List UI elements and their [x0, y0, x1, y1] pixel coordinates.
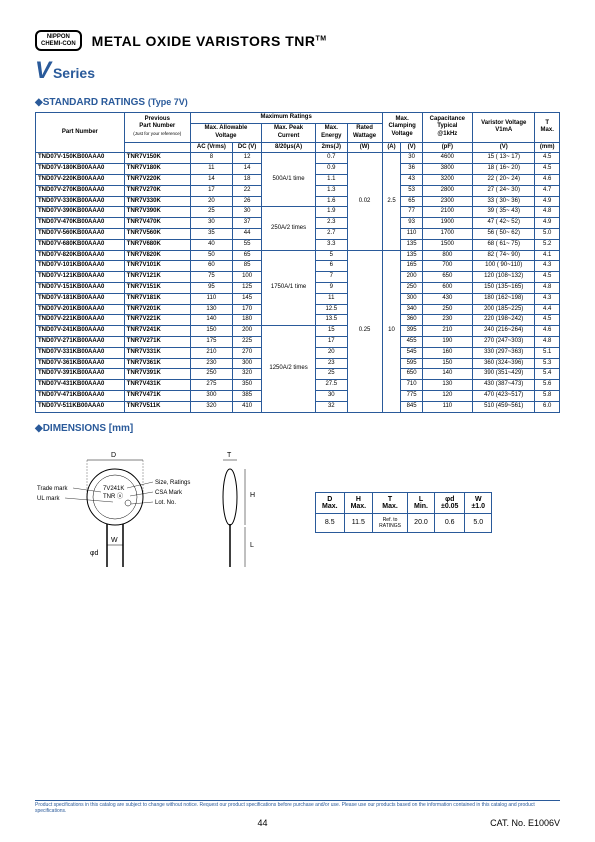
disclaimer: Product specifications in this catalog a… — [35, 800, 560, 814]
ratings-tbody: TND07V-150KB00AAA0TNR7V150K812500A/1 tim… — [36, 153, 560, 412]
svg-text:CSA Mark: CSA Mark — [155, 490, 183, 496]
logo-line1: NIPPON — [41, 34, 76, 41]
table-row: TND07V-150KB00AAA0TNR7V150K812500A/1 tim… — [36, 153, 560, 164]
main-title: METAL OXIDE VARISTORS TNRTM — [92, 33, 327, 49]
company-logo: NIPPON CHEMI-CON — [35, 30, 82, 51]
prev-note: (Just for your reference) — [133, 131, 181, 136]
ratings-label: ◆STANDARD RATINGS — [35, 97, 145, 108]
col-w: (W) — [347, 142, 382, 153]
dim-t-v: Ref. to RATINGS — [373, 513, 408, 532]
col-max-ratings: Maximum Ratings — [190, 113, 382, 124]
dim-h-v: 11.5 — [344, 513, 373, 532]
page-footer: Product specifications in this catalog a… — [35, 800, 560, 828]
col-prev: Previous Part Number (Just for your refe… — [124, 113, 190, 142]
col-var: Varistor Voltage V1mA — [472, 113, 535, 142]
series-text: Series — [53, 65, 95, 81]
prev-label: Previous Part Number — [139, 116, 175, 130]
dim-t: T Max. — [373, 492, 408, 513]
dim-d-v: 8.5 — [316, 513, 345, 532]
dim-phi: φd ±0.05 — [434, 492, 464, 513]
table-row: TND07V-241KB00AAA0TNR7V241K1502001250A/2… — [36, 326, 560, 337]
diagram-svg: 7V241K TNR ⓤ D W φd Trade mark UL mark S… — [35, 442, 295, 592]
svg-text:D: D — [111, 452, 116, 459]
table-row: TND07V-390KB00AAA0TNR7V390K2530250A/2 ti… — [36, 207, 560, 218]
col-tmax: T Max. — [535, 113, 560, 142]
svg-text:W: W — [111, 537, 118, 544]
svg-text:T: T — [227, 452, 232, 459]
series-title: V Series — [35, 57, 560, 85]
svg-text:Size, Ratings: Size, Ratings — [155, 480, 190, 486]
svg-text:TNR ⓤ: TNR ⓤ — [103, 492, 123, 500]
title-text: METAL OXIDE VARISTORS TNR — [92, 33, 316, 49]
dimensions-table: D Max. H Max. T Max. L Min. φd ±0.05 W ±… — [315, 492, 492, 533]
svg-text:UL mark: UL mark — [37, 496, 60, 502]
catalog-number: CAT. No. E1006V — [490, 818, 560, 828]
ratings-thead: Part Number Previous Part Number (Just f… — [36, 113, 560, 153]
col-max-energy: Max. Energy — [316, 123, 348, 142]
component-diagram: 7V241K TNR ⓤ D W φd Trade mark UL mark S… — [35, 442, 295, 592]
svg-text:L: L — [250, 542, 254, 549]
col-part: Part Number — [36, 113, 125, 153]
page-header: NIPPON CHEMI-CON METAL OXIDE VARISTORS T… — [35, 30, 560, 51]
dim-section-head: ◆DIMENSIONS [mm] — [35, 423, 560, 434]
svg-text:Lot. No.: Lot. No. — [155, 500, 176, 506]
col-max-peak: Max. Peak Current — [262, 123, 316, 142]
svg-text:H: H — [250, 492, 255, 499]
col-dc: DC (V) — [233, 142, 262, 153]
dim-w: W ±1.0 — [465, 492, 492, 513]
col-vvv: (V) — [472, 142, 535, 153]
col-blank — [124, 142, 190, 153]
dim-d: D Max. — [316, 492, 345, 513]
col-rated-watt: Rated Wattage — [347, 123, 382, 142]
dim-h: H Max. — [344, 492, 373, 513]
col-max-volt: Max. Allowable Voltage — [190, 123, 261, 142]
dim-table-wrap: D Max. H Max. T Max. L Min. φd ±0.05 W ±… — [315, 492, 492, 533]
ratings-section-head: ◆STANDARD RATINGS (Type 7V) — [35, 97, 560, 108]
ratings-table: Part Number Previous Part Number (Just f… — [35, 112, 560, 412]
col-peak-u: 8/20μs(A) — [262, 142, 316, 153]
col-pf: (pF) — [422, 142, 472, 153]
col-ac: AC (Vrms) — [190, 142, 232, 153]
col-energy-u: 2ms(J) — [316, 142, 348, 153]
ratings-sub: (Type 7V) — [148, 97, 188, 107]
dim-l: L Min. — [407, 492, 434, 513]
dim-phi-v: 0.6 — [434, 513, 464, 532]
svg-text:φd: φd — [90, 550, 99, 557]
svg-text:7V241K: 7V241K — [103, 486, 124, 492]
dimensions-section: 7V241K TNR ⓤ D W φd Trade mark UL mark S… — [35, 442, 560, 592]
svg-text:Trade mark: Trade mark — [37, 486, 68, 492]
col-clamp: Max. Clamping Voltage — [382, 113, 422, 142]
dim-l-v: 20.0 — [407, 513, 434, 532]
col-vv: (V) — [401, 142, 422, 153]
logo-line2: CHEMI-CON — [41, 41, 76, 48]
dim-w-v: 5.0 — [465, 513, 492, 532]
col-cap: Capacitance Typical @1kHz — [422, 113, 472, 142]
tm-mark: TM — [315, 35, 326, 42]
page-number: 44 — [258, 818, 268, 828]
col-a: (A) — [382, 142, 401, 153]
series-v: V — [35, 57, 51, 84]
page-cat-row: 44 CAT. No. E1006V — [35, 818, 560, 828]
table-row: TND07V-820KB00AAA0TNR7V820K50651750A/1 t… — [36, 250, 560, 261]
col-mm: (mm) — [535, 142, 560, 153]
